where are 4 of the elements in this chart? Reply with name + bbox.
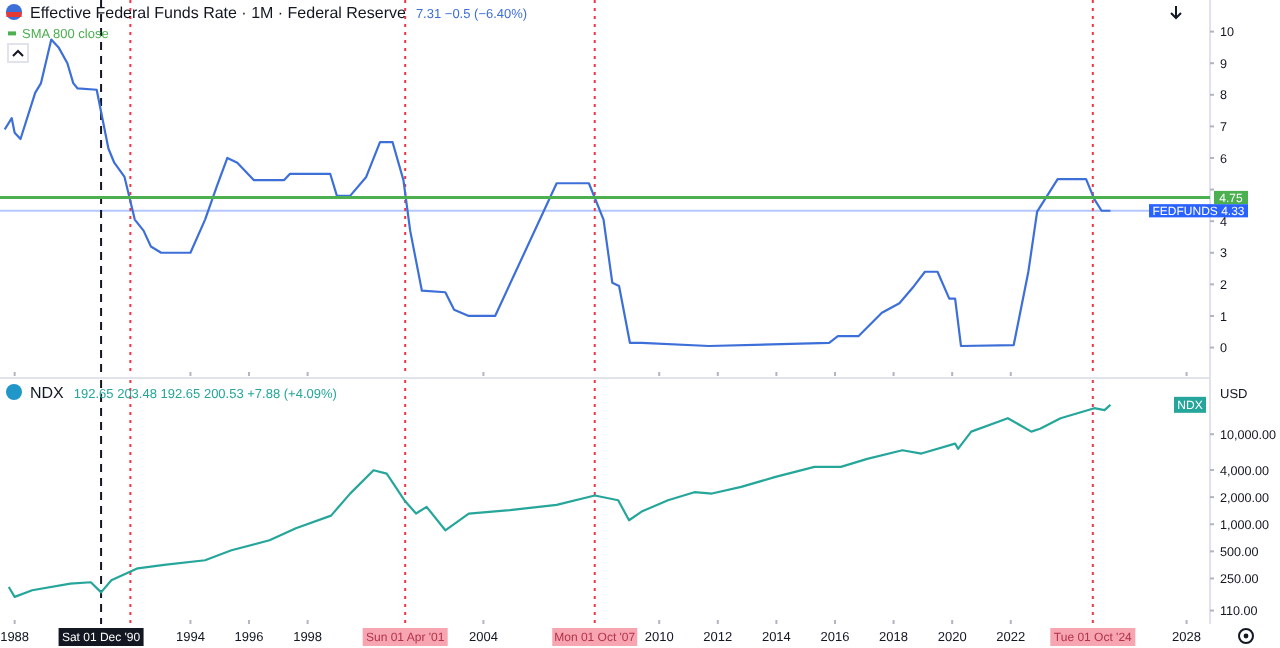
line-series [7,403,1112,598]
chart-title: Effective Federal Funds Rate · 1M · Federal Reserve [30,4,406,22]
chart-title: NDX [30,384,64,402]
line-series [3,38,1112,348]
